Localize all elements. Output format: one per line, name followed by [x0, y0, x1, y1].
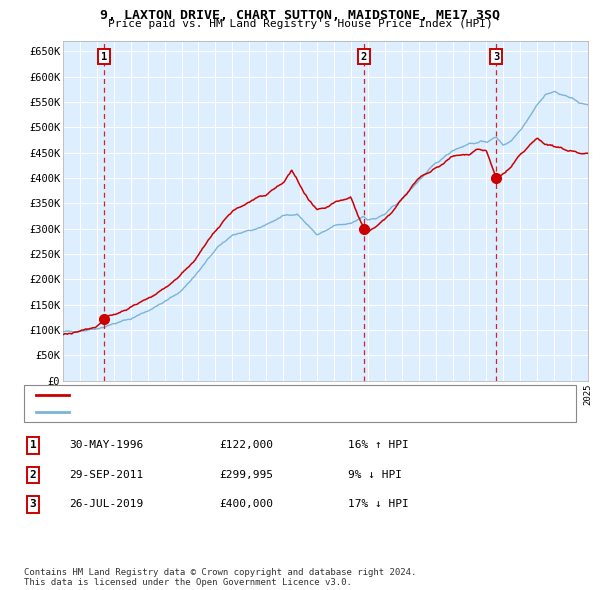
Text: Contains HM Land Registry data © Crown copyright and database right 2024.
This d: Contains HM Land Registry data © Crown c… [24, 568, 416, 587]
Text: 29-SEP-2011: 29-SEP-2011 [69, 470, 143, 480]
Text: £400,000: £400,000 [219, 500, 273, 509]
Text: 3: 3 [29, 500, 37, 509]
Text: 30-MAY-1996: 30-MAY-1996 [69, 441, 143, 450]
Text: 26-JUL-2019: 26-JUL-2019 [69, 500, 143, 509]
Text: 3: 3 [493, 51, 499, 61]
Text: 16% ↑ HPI: 16% ↑ HPI [348, 441, 409, 450]
Text: 1: 1 [29, 441, 37, 450]
Text: Price paid vs. HM Land Registry's House Price Index (HPI): Price paid vs. HM Land Registry's House … [107, 19, 493, 29]
Text: 1: 1 [101, 51, 107, 61]
Text: 2: 2 [361, 51, 367, 61]
Text: 9, LAXTON DRIVE, CHART SUTTON, MAIDSTONE, ME17 3SQ (detached house): 9, LAXTON DRIVE, CHART SUTTON, MAIDSTONE… [75, 390, 477, 399]
Text: £299,995: £299,995 [219, 470, 273, 480]
Text: 17% ↓ HPI: 17% ↓ HPI [348, 500, 409, 509]
Text: 2: 2 [29, 470, 37, 480]
Text: 9, LAXTON DRIVE, CHART SUTTON, MAIDSTONE, ME17 3SQ: 9, LAXTON DRIVE, CHART SUTTON, MAIDSTONE… [100, 9, 500, 22]
Text: HPI: Average price, detached house, Maidstone: HPI: Average price, detached house, Maid… [75, 407, 345, 417]
Text: £122,000: £122,000 [219, 441, 273, 450]
Text: 9% ↓ HPI: 9% ↓ HPI [348, 470, 402, 480]
